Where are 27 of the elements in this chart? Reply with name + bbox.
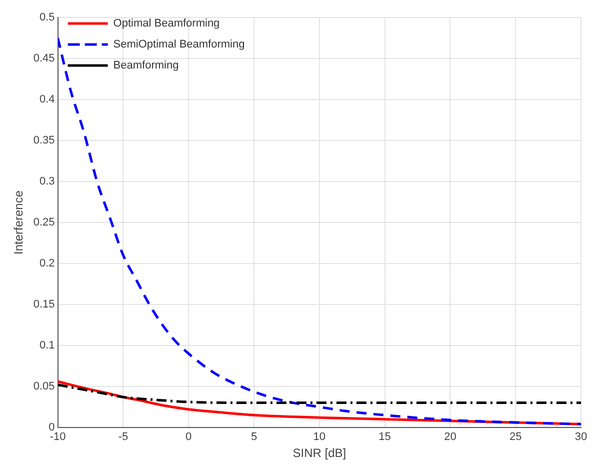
y-tick-label: 0 (48, 421, 55, 434)
x-tick-label: 20 (444, 431, 456, 444)
y-tick-label: 0.15 (33, 298, 55, 310)
y-tick-label: 0.3 (40, 176, 55, 188)
line-series (58, 384, 581, 404)
y-tick-label: 0.4 (40, 94, 55, 106)
x-tick-label: -10 (50, 431, 66, 444)
x-tick-label: 15 (378, 431, 391, 444)
x-tick-label: 10 (313, 431, 326, 444)
y-tick-label: 0.05 (33, 380, 55, 392)
x-tick-label: 25 (509, 431, 522, 444)
y-tick-label: 0.35 (33, 134, 55, 147)
y-tick-label: 0.25 (33, 216, 55, 229)
x-tick-label: 5 (250, 431, 258, 444)
y-tick-label: 0.2 (40, 258, 55, 270)
x-tick-label: 30 (574, 431, 588, 444)
y-tick-label: 0.1 (40, 339, 55, 352)
x-axis-title: SINR [dB] (292, 446, 346, 460)
x-tick-label: 0 (186, 431, 192, 444)
x-tick-label: -5 (118, 431, 128, 444)
legend-label: Optimal Beamforming (113, 18, 220, 30)
legend-label: SemiOptimal Beamforming (113, 38, 245, 51)
y-tick-label: 0.45 (33, 52, 55, 65)
y-axis-title: Interference (12, 190, 26, 255)
y-tick-label: 0.5 (40, 12, 55, 24)
line-series (58, 36, 581, 426)
legend-label: Beamforming (113, 60, 179, 72)
